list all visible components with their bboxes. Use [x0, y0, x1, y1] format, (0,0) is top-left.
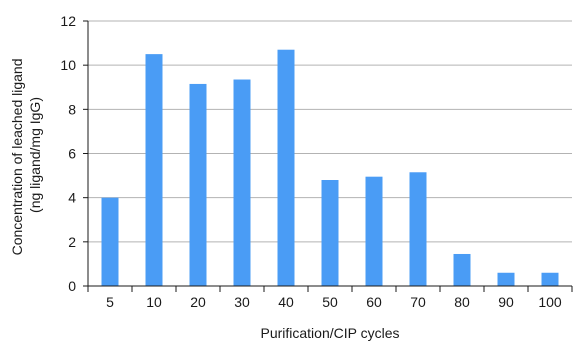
bar-50: [321, 180, 339, 286]
y-tick-label-12: 12: [60, 13, 76, 29]
x-tick-label-50: 50: [322, 294, 338, 310]
x-tick-label-10: 10: [146, 294, 162, 310]
bar-70: [409, 172, 427, 286]
x-axis-label: Purification/CIP cycles: [260, 325, 399, 341]
y-axis-label: Concentration of leached ligand (ng liga…: [9, 55, 43, 256]
bar-90: [497, 272, 515, 286]
x-tick-label-70: 70: [410, 294, 426, 310]
x-tick-label-20: 20: [190, 294, 206, 310]
y-tick-label-8: 8: [68, 101, 76, 117]
x-tick-label-30: 30: [234, 294, 250, 310]
bar-5: [101, 197, 119, 286]
y-tick-label-10: 10: [60, 57, 76, 73]
bar-60: [365, 176, 383, 286]
y-tick-label-0: 0: [68, 278, 76, 294]
x-tick-label-60: 60: [366, 294, 382, 310]
x-tick-labels: 5 10 20 30 40 50 60 70 80 90 100: [106, 294, 562, 310]
axes: [83, 20, 573, 292]
y-tick-label-6: 6: [68, 146, 76, 162]
bar-20: [189, 83, 207, 286]
bar-40: [277, 49, 295, 287]
bar-100: [541, 272, 559, 286]
x-tick-label-90: 90: [498, 294, 514, 310]
bar-30: [233, 79, 251, 286]
grid-lines: [88, 20, 572, 243]
x-tick-label-80: 80: [454, 294, 470, 310]
x-tick-label-40: 40: [278, 294, 294, 310]
y-axis-label-line-2: (ng ligand/mg IgG): [27, 97, 43, 213]
y-tick-label-2: 2: [68, 234, 76, 250]
y-tick-labels: 0 2 4 6 8 10 12: [60, 13, 76, 294]
y-tick-label-4: 4: [68, 190, 76, 206]
bar-10: [145, 54, 163, 286]
x-tick-label-100: 100: [538, 294, 562, 310]
bars: [101, 49, 559, 287]
y-axis-label-line-1: Concentration of leached ligand: [9, 58, 25, 255]
bar-80: [453, 253, 471, 286]
x-tick-label-5: 5: [106, 294, 114, 310]
